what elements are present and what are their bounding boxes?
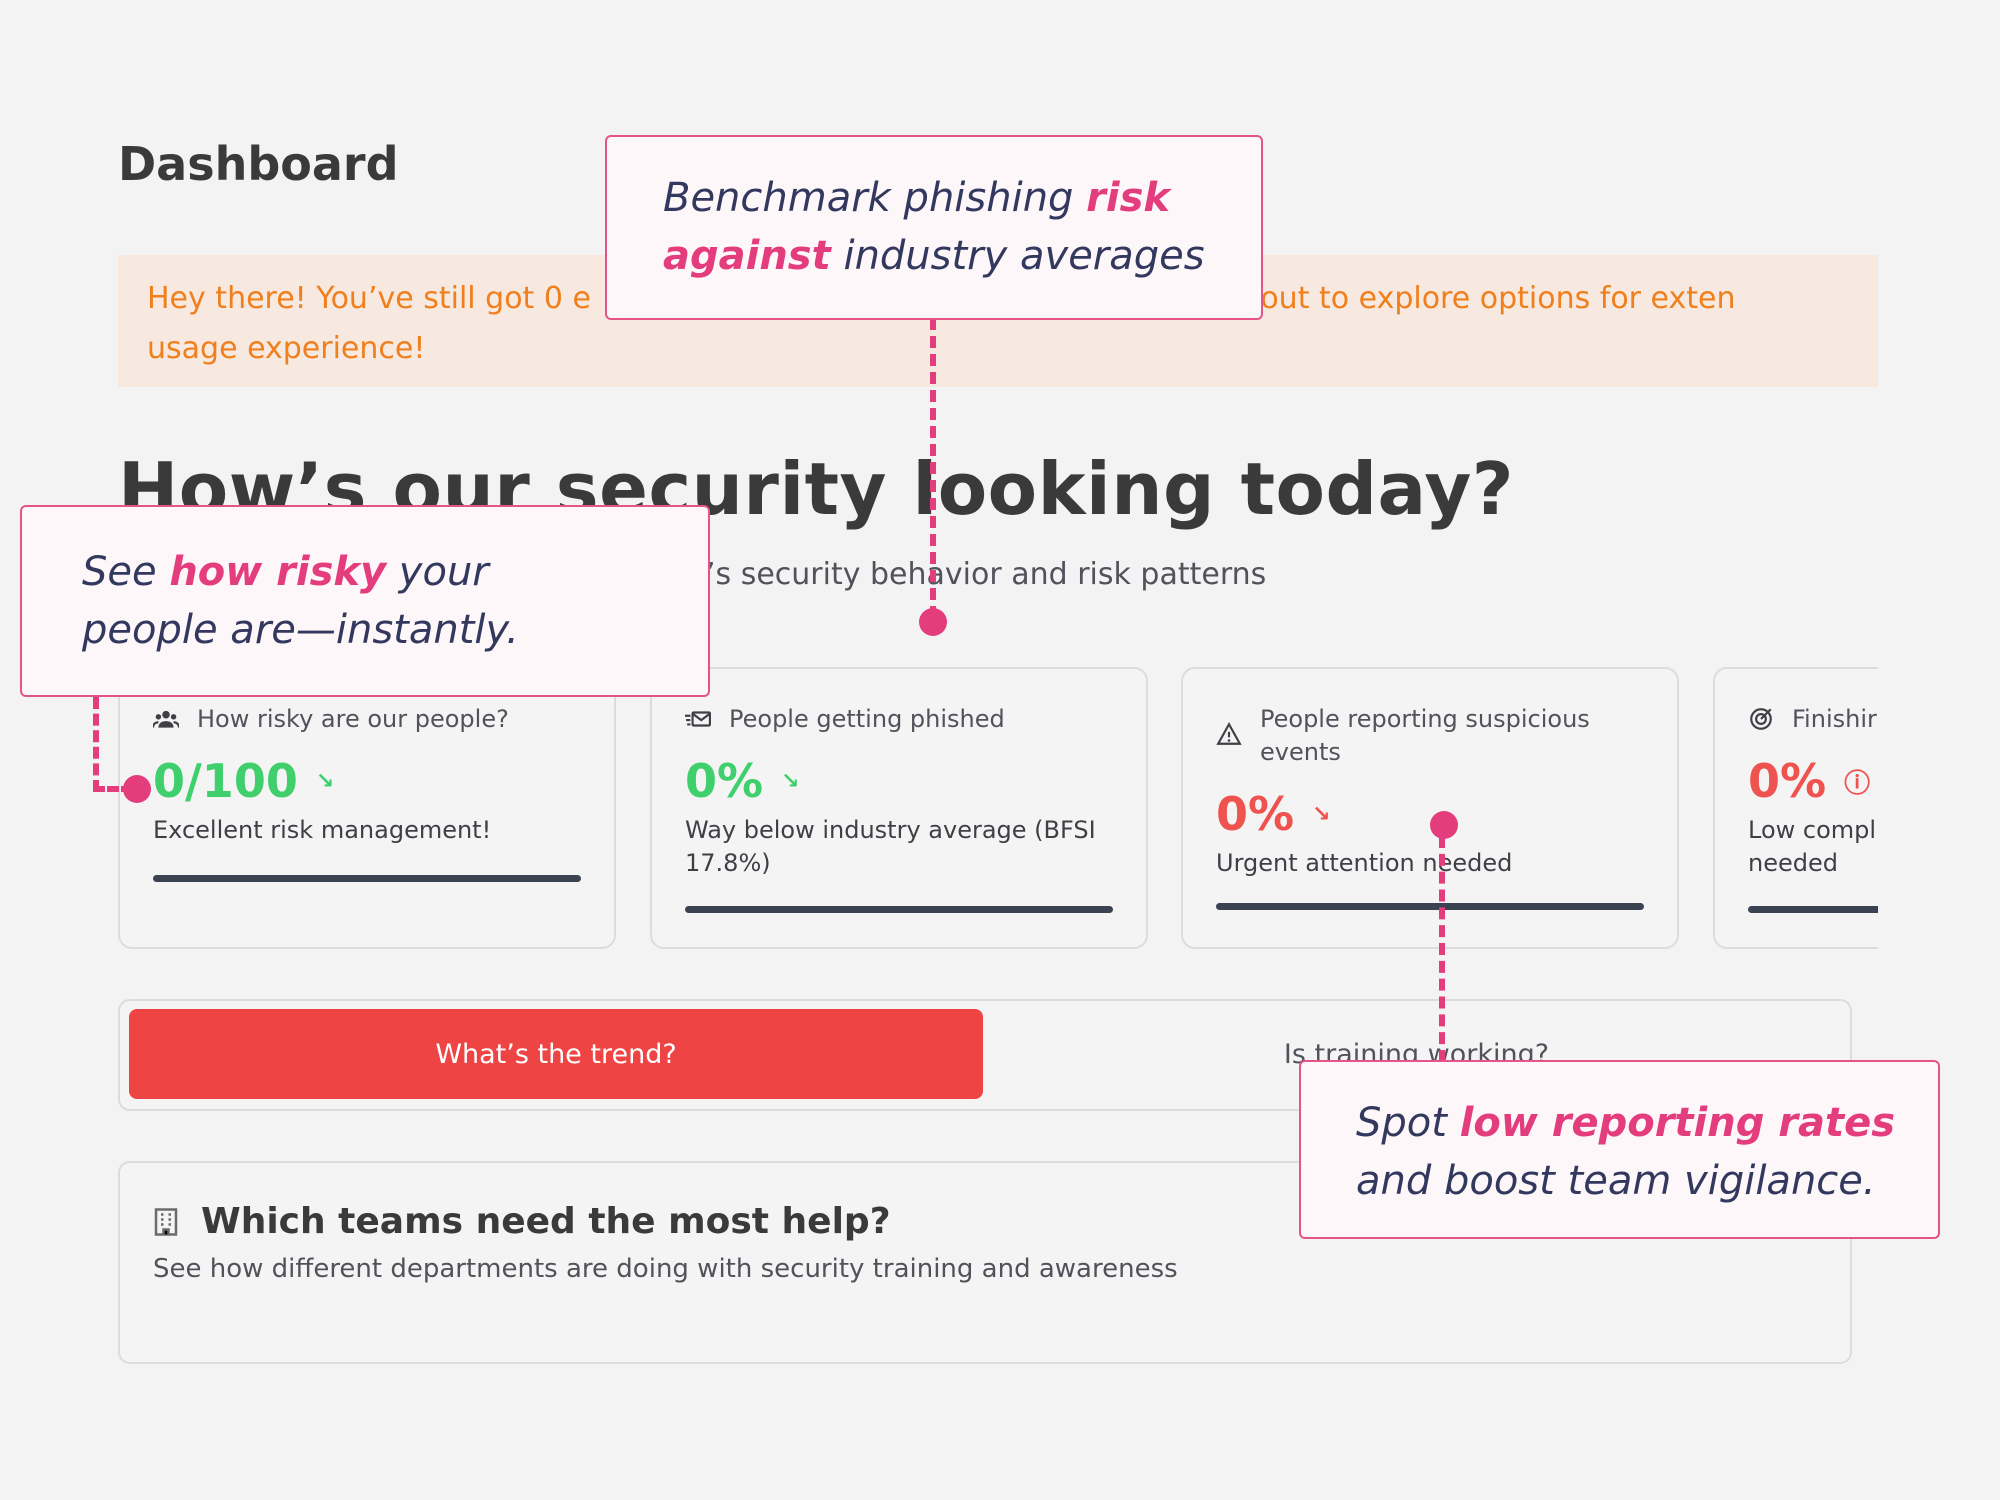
- hero-subtitle: ’s security behavior and risk patterns: [706, 557, 1267, 592]
- page-title: Dashboard: [118, 137, 399, 191]
- target-icon: [1750, 708, 1772, 730]
- card-value: 0%: [1216, 787, 1295, 841]
- card-description: Excellent risk management!: [153, 816, 492, 844]
- card-value: 0%: [685, 754, 764, 808]
- mail-icon: [685, 711, 711, 727]
- teams-subtitle: See how different departments are doing …: [153, 1254, 1178, 1284]
- card-value: 0/100: [153, 754, 298, 808]
- card-label: People reporting suspicious events: [1260, 705, 1590, 766]
- warning-icon: [1216, 722, 1242, 745]
- dashboard-frame: Dashboard Hey there! You’ve still got 0 …: [118, 112, 1878, 1392]
- card-label: Finishir: [1792, 705, 1877, 733]
- card-description: Urgent attention needed: [1216, 849, 1513, 877]
- progress-bar: [1748, 906, 1878, 913]
- connector-line: [1439, 836, 1445, 1062]
- metric-card-finishing[interactable]: Finishir 0% ⓘ Low compl needed: [1713, 667, 1878, 949]
- metric-card-reporting[interactable]: People reporting suspicious events 0% ↘ …: [1181, 667, 1679, 949]
- teams-title: Which teams need the most help?: [201, 1201, 891, 1242]
- trend-down-icon: ↘: [781, 768, 800, 794]
- metric-cards: How risky are our people? 0/100 ↘ Excell…: [118, 667, 1878, 1062]
- card-description: Way below industry average (BFSI 17.8%): [685, 816, 1096, 877]
- building-icon: [154, 1207, 178, 1236]
- connector-dot: [1430, 811, 1458, 839]
- card-label: People getting phished: [729, 705, 1005, 733]
- card-description: Low compl needed: [1748, 816, 1877, 877]
- progress-bar: [153, 875, 581, 882]
- connector-line: [93, 786, 133, 792]
- banner-line-2: usage experience!: [147, 331, 426, 366]
- card-label: How risky are our people?: [197, 705, 509, 733]
- progress-bar: [1216, 903, 1644, 910]
- callout-benchmark: Benchmark phishing risk against industry…: [605, 135, 1263, 320]
- people-icon: [153, 710, 179, 728]
- callout-risky: See how risky your people are—instantly.: [20, 505, 710, 697]
- card-value: 0%: [1748, 754, 1827, 808]
- metric-card-risk[interactable]: How risky are our people? 0/100 ↘ Excell…: [118, 667, 616, 949]
- tab-trend[interactable]: What’s the trend?: [129, 1009, 983, 1099]
- connector-line: [93, 697, 99, 792]
- metric-card-phished[interactable]: People getting phished 0% ↘ Way below in…: [650, 667, 1148, 949]
- callout-reporting: Spot low reporting rates and boost team …: [1299, 1060, 1940, 1239]
- trend-down-icon: ↘: [1312, 801, 1331, 827]
- connector-dot: [123, 775, 151, 803]
- trend-down-icon: ↘: [315, 768, 335, 794]
- progress-bar: [685, 906, 1113, 913]
- connector-dot: [919, 608, 947, 636]
- alert-circle-icon: ⓘ: [1844, 768, 1871, 799]
- connector-line: [930, 318, 936, 618]
